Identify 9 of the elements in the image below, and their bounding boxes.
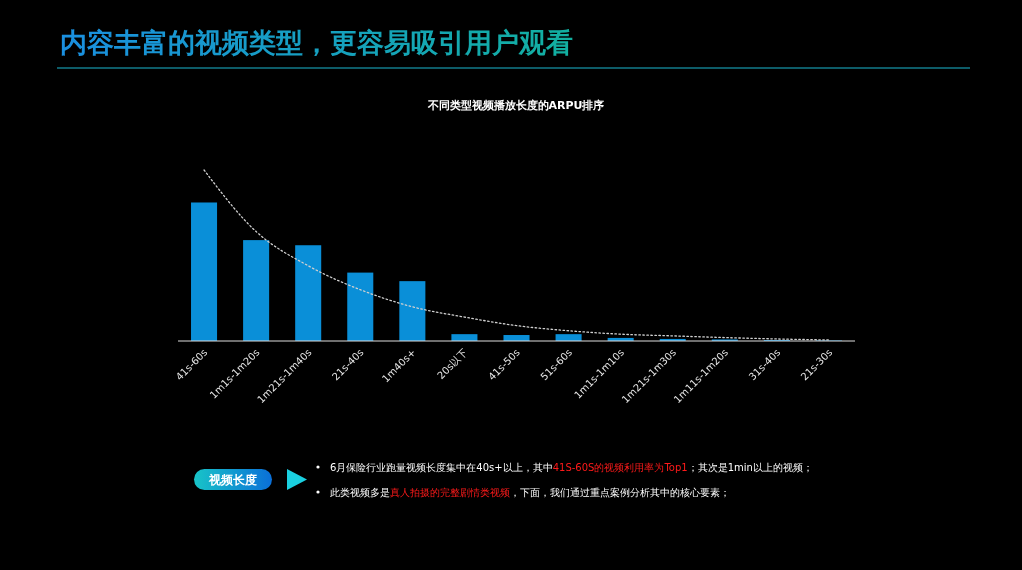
chart-subtitle: 不同类型视频播放长度的ARPU排序 xyxy=(426,99,605,112)
text: 真人拍摄的完整剧情类视频 xyxy=(390,487,510,498)
text: ，下面，我们通过重点案例分析其中的核心要素； xyxy=(510,487,730,498)
text: ；其次是1min以上的视频； xyxy=(687,462,813,473)
text: 6月保险行业跑量视频长度集中在40s+以上，其中 xyxy=(330,462,553,473)
text: 此类视频多是 xyxy=(330,487,390,498)
text: 视频长度 xyxy=(208,473,257,487)
text: 41S-60S的视频利用率为Top1 xyxy=(552,462,688,473)
chart-title: 内容丰富的视频类型，更容易吸引用户观看 xyxy=(60,27,573,58)
